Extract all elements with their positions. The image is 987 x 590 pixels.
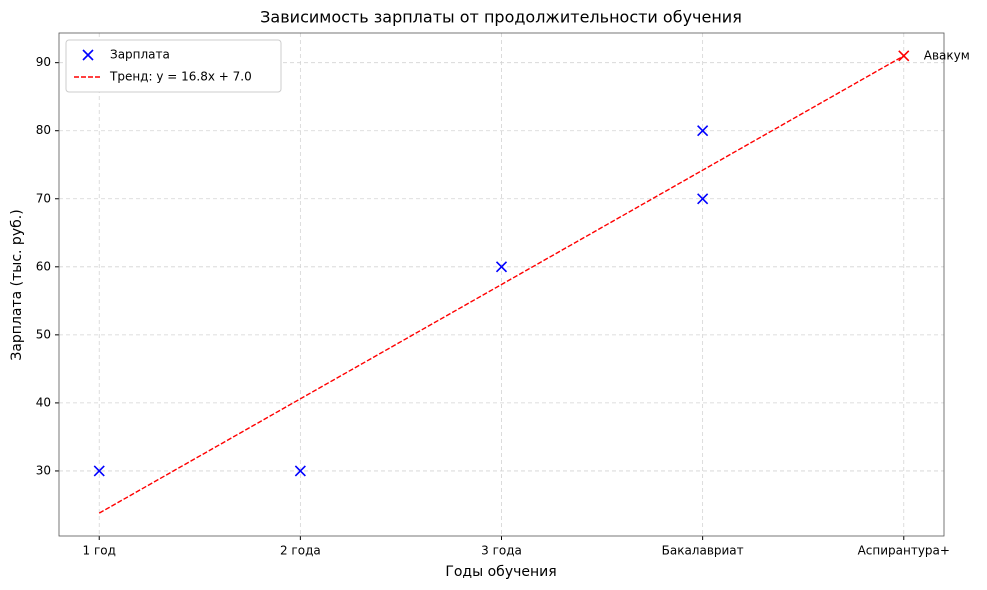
y-tick-label: 30 [36, 463, 51, 477]
y-axis-label: Зарплата (тыс. руб.) [9, 209, 25, 360]
x-tick-label: 2 года [280, 544, 321, 558]
x-axis-label: Годы обучения [445, 564, 556, 580]
legend-box [65, 39, 282, 93]
y-tick-label: 50 [36, 327, 51, 341]
point [495, 261, 508, 273]
x-tick-label: 3 года [481, 544, 522, 558]
chart-title: Зависимость зарплаты от продолжительност… [260, 8, 742, 27]
x-tick-label: 1 год [83, 544, 116, 558]
point [697, 125, 709, 137]
legend-swatch [82, 49, 94, 61]
x-tick-label: Бакалавриат [662, 544, 744, 558]
legend-label: Зарплата [110, 48, 170, 62]
point [93, 465, 105, 477]
point [697, 193, 709, 205]
y-tick-label: 40 [36, 395, 51, 409]
trend-line [98, 55, 905, 514]
x-tick-label: Аспирантура+ [858, 544, 950, 558]
legend-label: Тренд: y = 16.8x + 7.0 [109, 70, 252, 84]
point [294, 465, 306, 477]
y-tick-label: 70 [36, 191, 51, 205]
y-tick-label: 60 [36, 259, 51, 273]
annotation: Авакум [924, 48, 970, 62]
y-tick-label: 80 [36, 123, 51, 137]
highlight-point [898, 50, 910, 62]
plot-frame [58, 32, 945, 537]
y-tick-label: 90 [36, 55, 51, 69]
